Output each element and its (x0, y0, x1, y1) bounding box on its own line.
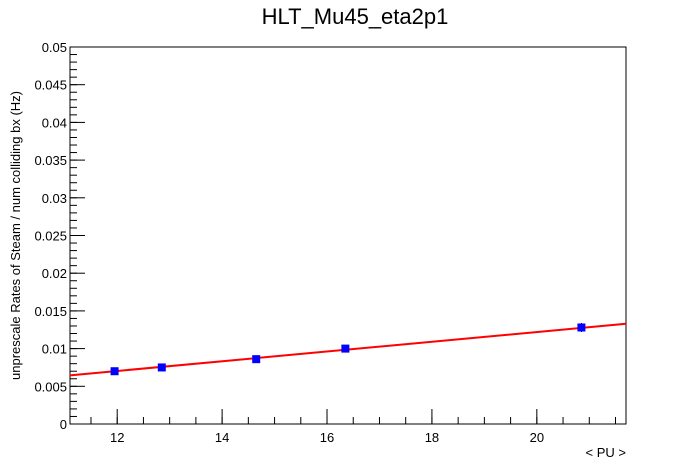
data-point (110, 367, 119, 376)
y-tick-label: 0.005 (34, 379, 67, 394)
x-axis: 12 14 16 18 20 (90, 409, 617, 445)
x-tick-label: 18 (425, 430, 439, 445)
data-point (577, 323, 586, 332)
data-points (110, 322, 586, 376)
y-tick-label: 0.04 (42, 115, 67, 130)
y-tick-label: 0.025 (34, 229, 67, 244)
y-tick-label: 0.03 (42, 191, 67, 206)
y-tick-label: 0.015 (34, 304, 67, 319)
data-point (157, 363, 166, 372)
x-tick-label: 16 (320, 430, 334, 445)
x-tick-label: 14 (215, 430, 229, 445)
y-tick-label: 0 (60, 417, 67, 432)
x-tick-label: 20 (530, 430, 544, 445)
y-tick-label: 0.01 (42, 342, 67, 357)
y-tick-label: 0.05 (42, 40, 67, 55)
x-tick-label: 12 (110, 430, 124, 445)
data-point (341, 344, 350, 353)
data-point (252, 355, 261, 364)
chart-title: HLT_Mu45_eta2p1 (262, 4, 449, 29)
y-tick-label: 0.035 (34, 153, 67, 168)
y-tick-label: 0.02 (42, 266, 67, 281)
y-axis: 0 0.005 0.01 0.015 0.02 0.025 0.03 0.035 0.04 0.0… (34, 40, 85, 432)
y-tick-label: 0.045 (34, 78, 67, 93)
x-axis-label: < PU > (586, 445, 626, 460)
y-axis-label: unprescale Rates of Steam / num collidin… (8, 91, 23, 380)
